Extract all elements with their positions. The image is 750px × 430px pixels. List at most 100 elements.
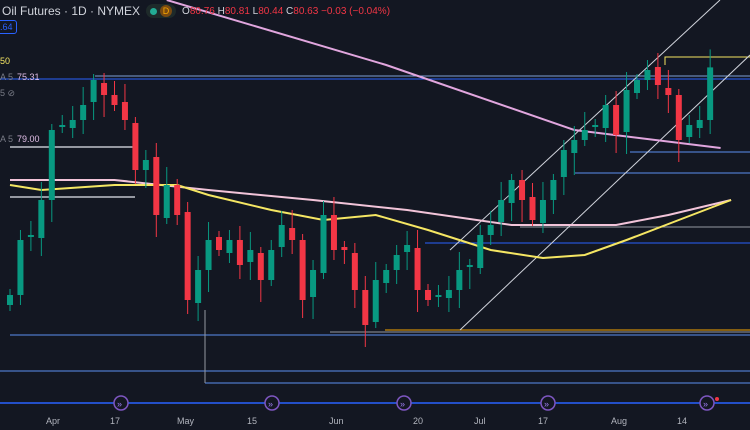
candle-body[interactable] [383,270,390,283]
channel-line [459,54,750,331]
drawings [0,0,750,384]
delay-badge: D [160,5,173,17]
candle-body[interactable] [425,290,431,300]
candle-body[interactable] [132,123,139,170]
symbol-title[interactable]: Oil Futures · 1D · NYMEX [2,4,141,18]
candle-body[interactable] [707,67,714,120]
candle-body[interactable] [330,215,337,250]
candle-body[interactable] [623,90,630,132]
ma-200-line[interactable] [166,0,721,149]
candle-body[interactable] [487,225,494,235]
candle-body[interactable] [550,180,557,200]
candle-body[interactable] [498,200,505,222]
candle-body[interactable] [163,185,170,218]
candle-body[interactable] [69,120,76,128]
candle-body[interactable] [445,290,452,298]
candle-body[interactable] [393,255,400,270]
candle-body[interactable] [80,105,87,120]
candle-body[interactable] [571,140,578,153]
candle-body[interactable] [592,125,599,127]
candle-body[interactable] [362,290,369,325]
event-arrow-icon: » [117,399,122,409]
candle-body[interactable] [247,250,254,262]
x-tick: 14 [677,416,688,426]
candle-body[interactable] [153,157,160,215]
candle-body[interactable] [519,180,526,200]
event-arrow-icon: » [544,399,549,409]
candle-body[interactable] [205,240,212,270]
candle-body[interactable] [341,247,348,250]
candle-body[interactable] [466,265,473,267]
event-marker-icon[interactable] [113,395,129,411]
candle-body[interactable] [17,240,24,295]
legend-ma50[interactable]: 50 [0,56,11,66]
candle-body[interactable] [226,240,233,253]
legend-ma-hidden[interactable]: 5 ⊘ [0,88,16,98]
candle-body[interactable] [142,160,149,170]
ma-50-line[interactable] [9,184,732,260]
candle-body[interactable] [320,215,327,273]
x-tick: Jul [474,416,486,426]
candle-body[interactable] [654,67,661,85]
candle-body[interactable] [560,150,567,177]
candle-body[interactable] [111,95,118,105]
candle-body[interactable] [644,70,651,80]
legend-ma-a[interactable]: A 5 75.31 [0,72,40,82]
candle-body[interactable] [696,120,703,128]
candle-body[interactable] [477,235,484,268]
candle-body[interactable] [216,237,222,250]
candle-body[interactable] [310,270,317,297]
candle-body[interactable] [59,125,66,127]
candle-body[interactable] [299,240,306,300]
candle-body[interactable] [351,253,358,290]
event-marker-icon[interactable] [540,395,556,411]
legend-ma-b[interactable]: A 5 79.00 [0,134,40,144]
candle-body[interactable] [456,270,463,290]
candle-body[interactable] [7,295,13,305]
candle-body[interactable] [38,200,45,238]
x-tick: 15 [247,416,258,426]
candle-body[interactable] [278,225,285,247]
ma-100-line[interactable] [10,179,732,226]
market-status-badge[interactable]: D [146,4,177,18]
candle-body[interactable] [372,280,379,322]
candle-body[interactable] [101,83,108,95]
candle-body[interactable] [90,80,97,102]
candle-body[interactable] [184,212,191,300]
x-tick: Jun [329,416,344,426]
eye-off-icon[interactable]: ⊘ [7,88,16,98]
x-tick: Apr [46,416,61,426]
candle-body[interactable] [289,228,296,240]
candle-body[interactable] [195,270,202,303]
candle-body[interactable] [121,102,128,120]
event-arrow-icon: » [400,399,405,409]
candle-body[interactable] [508,180,515,203]
candle-body[interactable] [665,88,672,95]
candle-body[interactable] [435,295,442,297]
ohlc-readout: O80.76 H80.81 L80.44 C80.63 −0.03 (−0.04… [182,5,391,17]
candle-body[interactable] [174,185,181,215]
candle-body[interactable] [539,200,546,223]
candle-body[interactable] [27,235,34,237]
candle-body[interactable] [257,253,264,280]
candle-body[interactable] [634,80,640,93]
candle-body[interactable] [613,105,620,135]
price-box[interactable]: .64 [0,20,17,34]
candle-body[interactable] [602,105,609,128]
market-open-icon [150,7,158,15]
candle-body[interactable] [268,250,275,280]
candle-body[interactable] [529,197,536,220]
event-marker-icon[interactable] [396,395,412,411]
event-marker-icon[interactable] [264,395,280,411]
x-tick: 17 [538,416,549,426]
candle-body[interactable] [236,240,243,265]
candle-body[interactable] [581,130,588,140]
event-marker-icon[interactable] [699,395,715,411]
candle-body[interactable] [404,245,411,252]
candle-body[interactable] [414,248,421,290]
candle-body[interactable] [48,130,55,200]
candle-body[interactable] [675,95,682,140]
candle-body[interactable] [686,125,693,137]
